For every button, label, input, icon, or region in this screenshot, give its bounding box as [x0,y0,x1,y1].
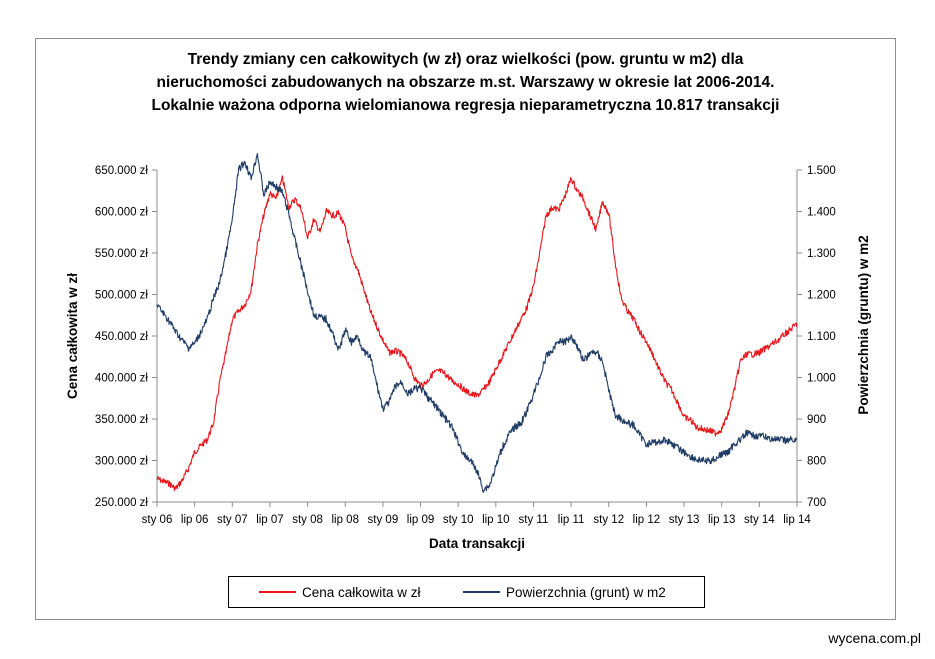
right-y-ticks: 700 800 900 1.000 1.100 1.200 1.300 1.400 1.500 [797,165,836,509]
chart-title-line-2: nieruchomości zabudowanych na obszarze m… [156,74,775,91]
x-tick-label: lip 11 [558,514,585,526]
right-y-axis-title: Powierzchnia (gruntu) w m2 [856,235,871,414]
legend: Cena całkowita w zł Powierzchnia (grunt)… [228,576,705,608]
left-y-tick-label: 350.000 zł [95,414,149,426]
x-tick-label: sty 13 [669,514,700,526]
x-tick-label: lip 10 [482,514,510,526]
right-y-tick-label: 1.200 [807,290,836,302]
right-y-tick-label: 1.500 [807,165,836,177]
x-tick-label: sty 14 [744,514,775,526]
right-y-tick-label: 1.100 [807,331,836,343]
x-ticks: sty 06 lip 06 sty 07 lip 07 sty 08 lip 08 sty … [142,502,811,526]
legend-label-area: Powierzchnia (grunt) w m2 [506,584,666,600]
left-y-tick-label: 550.000 zł [95,248,149,260]
left-y-tick-label: 300.000 zł [95,456,149,468]
chart-title-line-3: Lokalnie ważona odporna wielomianowa reg… [151,97,780,114]
left-y-ticks: 250.000 zł 300.000 zł 350.000 zł 400.000 zł… [95,165,157,509]
x-tick-label: lip 07 [256,514,284,526]
x-tick-label: sty 10 [443,514,474,526]
x-tick-label: lip 08 [331,514,359,526]
x-tick-label: sty 11 [519,514,549,526]
x-tick-label: lip 06 [181,514,209,526]
right-y-tick-label: 900 [807,414,826,426]
x-tick-label: sty 06 [142,514,173,526]
right-y-tick-label: 1.400 [807,207,836,219]
legend-swatch-area [463,591,500,593]
left-y-tick-label: 650.000 zł [95,165,149,177]
right-y-tick-label: 700 [807,497,826,509]
legend-item-price: Cena całkowita w zł [259,577,421,607]
x-tick-label: sty 08 [292,514,323,526]
legend-swatch-price [259,591,296,593]
plot-area [156,170,798,503]
x-tick-label: lip 09 [407,514,435,526]
x-axis-title: Data transakcji [429,536,525,551]
x-tick-label: sty 09 [368,514,399,526]
x-tick-label: sty 07 [217,514,248,526]
x-tick-label: lip 12 [633,514,661,526]
right-y-tick-label: 800 [807,456,826,468]
chart-frame [35,38,896,620]
left-y-tick-label: 600.000 zł [95,207,149,219]
legend-item-area: Powierzchnia (grunt) w m2 [463,577,666,607]
x-tick-label: lip 13 [708,514,736,526]
legend-label-price: Cena całkowita w zł [302,584,421,600]
left-y-tick-label: 500.000 zł [95,290,149,302]
source-footer: wycena.com.pl [828,630,921,646]
right-y-tick-label: 1.300 [807,248,836,260]
left-y-tick-label: 400.000 zł [95,373,149,385]
left-y-tick-label: 250.000 zł [95,497,149,509]
x-tick-label: sty 12 [593,514,624,526]
left-y-axis-title: Cena całkowita w zł [65,273,80,399]
left-y-tick-label: 450.000 zł [95,331,149,343]
right-y-tick-label: 1.000 [807,373,836,385]
chart-title: Trendy zmiany cen całkowitych (w zł) ora… [40,48,891,117]
x-tick-label: lip 14 [783,514,811,526]
series-line-price [156,175,798,492]
series-layer [156,153,798,493]
series-line-area [156,153,798,493]
chart-title-line-1: Trendy zmiany cen całkowitych (w zł) ora… [187,51,744,68]
